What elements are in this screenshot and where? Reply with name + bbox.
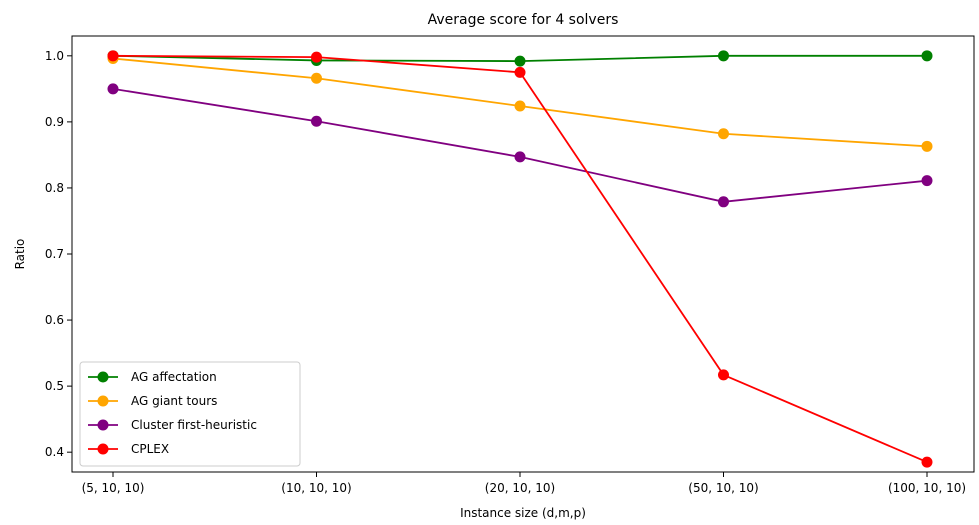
y-tick-label: 0.9: [45, 115, 64, 129]
data-point: [718, 369, 729, 381]
data-point: [514, 100, 526, 112]
legend-box: [79, 361, 301, 467]
y-tick-label: 0.7: [45, 247, 64, 261]
y-axis-title: Ratio: [13, 239, 27, 270]
series-layer: [107, 50, 933, 468]
legend-marker: [97, 443, 109, 455]
x-axis-title: Instance size (d,m,p): [460, 506, 586, 520]
data-point: [718, 196, 729, 208]
data-point: [107, 83, 119, 95]
y-tick-label: 1.0: [45, 49, 64, 63]
legend-label: AG affectation: [131, 370, 217, 384]
y-tick-label: 0.4: [45, 445, 64, 459]
data-point: [514, 55, 526, 67]
data-point: [921, 140, 933, 152]
y-tick-label: 0.5: [45, 379, 64, 393]
legend-marker: [97, 419, 109, 431]
x-tick-label: (100, 10, 10): [888, 481, 966, 495]
legend-marker: [97, 371, 109, 383]
data-point: [921, 50, 933, 62]
x-tick-label: (20, 10, 10): [485, 481, 555, 495]
data-point: [514, 66, 526, 78]
data-point: [514, 151, 526, 163]
data-point: [921, 456, 933, 468]
legend-label: AG giant tours: [131, 394, 217, 408]
data-point: [311, 115, 322, 127]
x-tick-label: (50, 10, 10): [688, 481, 758, 495]
x-axis: (5, 10, 10) (10, 10, 10) (20, 10, 10) (50, …: [82, 472, 966, 495]
chart-title: Average score for 4 solvers: [428, 12, 619, 28]
legend: AG affectation AG giant tours Cluster firs…: [79, 361, 301, 467]
data-point: [921, 175, 933, 187]
legend-label: Cluster first-heuristic: [131, 418, 257, 432]
legend-label: CPLEX: [131, 442, 169, 456]
data-point: [718, 128, 729, 140]
y-tick-label: 0.8: [45, 181, 64, 195]
data-point: [718, 50, 729, 62]
y-axis: 0.4 0.5 0.6 0.7 0.8 0.9 1.0: [45, 49, 72, 459]
legend-marker: [97, 395, 109, 407]
x-tick-label: (10, 10, 10): [281, 481, 351, 495]
data-point: [107, 50, 119, 62]
x-tick-label: (5, 10, 10): [82, 481, 145, 495]
data-point: [311, 51, 322, 63]
y-tick-label: 0.6: [45, 313, 64, 327]
data-point: [311, 72, 322, 84]
